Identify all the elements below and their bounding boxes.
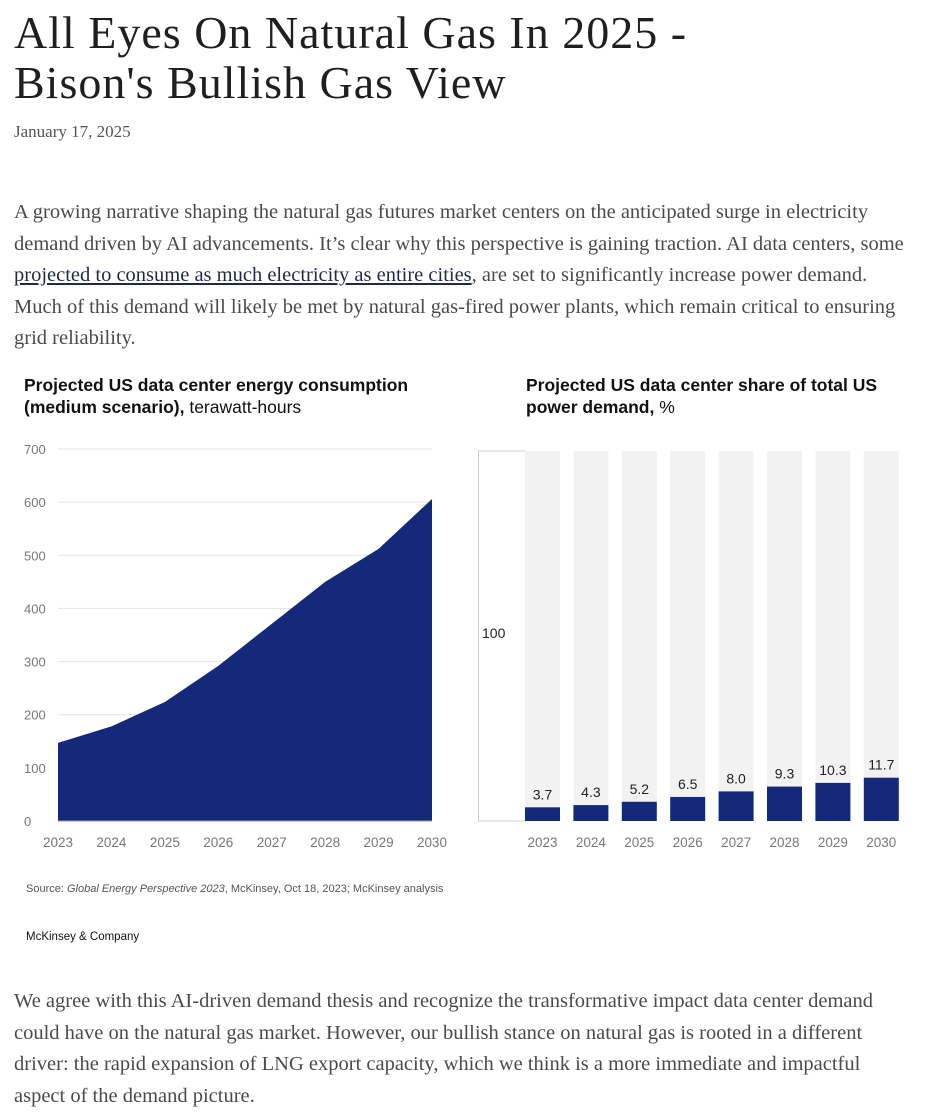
cities-electricity-link[interactable]: projected to consume as much electricity… [14,264,472,287]
x-tick-label: 2027 [257,835,287,850]
x-tick-label: 2028 [769,835,799,850]
bar-background-2030 [863,451,899,821]
y-tick-label: 600 [24,495,46,510]
area-chart-title-bold: Projected US data center energy consumpt… [24,375,409,417]
bar-background-2029 [815,451,851,821]
title-line-1: All Eyes On Natural Gas In 2025 - [14,7,688,58]
bar-value-label: 5.2 [630,781,650,797]
bar-2028 [767,786,802,821]
bar-2026 [670,796,706,821]
bar-background-2027 [718,451,754,821]
x-tick-label: 2024 [576,835,607,850]
source-details: , McKinsey, Oct 18, 2023; McKinsey analy… [224,883,444,895]
bar-chart-title: Projected US data center share of total … [526,374,926,418]
consumption-area [58,498,432,821]
bar-background-2024 [573,451,609,821]
y-tick-label: 100 [24,761,46,776]
bar-2023 [525,807,560,821]
y-tick-label: 300 [24,655,46,670]
x-tick-label: 2029 [364,835,394,850]
bar-background-2023 [525,451,560,821]
bar-2029 [815,782,851,821]
publish-date: January 17, 2025 [14,122,131,141]
y-tick-label: 400 [24,601,46,616]
total-reference-bar [478,450,526,822]
intro-text-before: A growing narrative shaping the natural … [14,201,904,255]
x-tick-label: 2026 [203,835,233,850]
power-share-bar-chart: 100 3.7 2023 4.3 2024 5.2 2025 6.5 2026 8.0 2027 9.… [478,450,899,850]
area-chart-title-unit: terawatt-hours [184,397,302,417]
bar-2030 [863,777,899,821]
article-title: All Eyes On Natural Gas In 2025 - Bison'… [14,8,914,108]
x-tick-label: 2023 [43,835,73,850]
bar-background-2025 [621,451,657,821]
bar-value-label: 8.0 [726,770,746,786]
bar-value-label: 4.3 [581,784,601,800]
bar-chart-title-bold: Projected US data center share of total … [526,375,878,417]
bar-2025 [621,801,657,821]
bar-chart-title-unit: % [654,397,675,417]
x-tick-label: 2030 [417,835,447,850]
x-tick-label: 2023 [527,835,557,850]
x-tick-label: 2030 [866,835,896,850]
source-publication: Global Energy Perspective 2023 [66,883,225,895]
intro-text-after: , are set to significantly increase powe… [14,264,896,350]
mckinsey-brand: McKinsey & Company [26,931,140,943]
x-tick-label: 2029 [818,835,848,850]
y-tick-label: 200 [24,708,46,723]
thesis-paragraph: We agree with this AI-driven demand thes… [14,990,874,1107]
energy-consumption-area-chart: 0 100 200 300 400 500 600 700 2023 2024 2025 2026 20… [24,442,447,850]
bar-2027 [718,791,754,821]
x-tick-label: 2026 [673,835,703,850]
bar-value-label: 3.7 [533,786,553,802]
y-tick-label: 0 [24,814,31,829]
y-tick-label: 700 [24,442,46,457]
total-reference-label: 100 [482,625,506,641]
y-tick-label: 500 [24,548,46,563]
bar-background-2028 [767,451,802,821]
bar-background-2026 [670,451,706,821]
x-tick-label: 2024 [96,835,127,850]
intro-paragraph: A growing narrative shaping the natural … [14,197,914,355]
x-tick-label: 2025 [624,835,654,850]
x-tick-label: 2028 [310,835,340,850]
figure-source: Source: Global Energy Perspective 2023, … [26,883,443,895]
bar-2024 [573,805,609,821]
mckinsey-figure: Projected US data center energy consumpt… [0,365,952,965]
bar-value-label: 6.5 [678,776,698,792]
area-chart-title: Projected US data center energy consumpt… [24,374,464,418]
x-tick-label: 2027 [721,835,751,850]
bar-value-label: 11.7 [868,757,894,773]
title-line-2: Bison's Bullish Gas View [14,57,507,108]
source-prefix: Source: [26,883,67,895]
x-tick-label: 2025 [150,835,180,850]
bar-value-label: 9.3 [775,766,795,782]
bar-value-label: 10.3 [819,762,846,778]
